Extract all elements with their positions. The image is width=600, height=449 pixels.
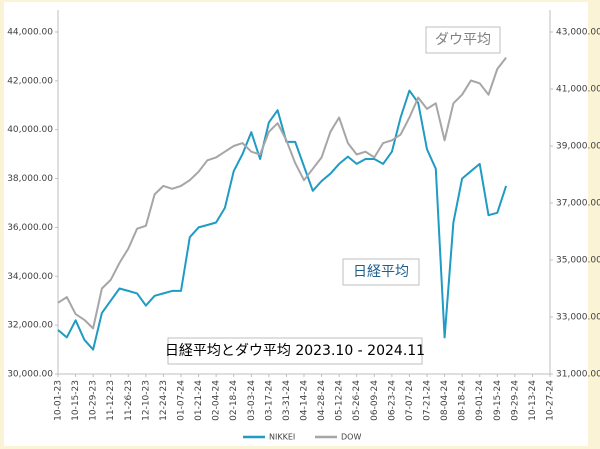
y-tick-label: 30,000.00 [7, 370, 53, 380]
x-tick-label: 10-01-23 [54, 380, 64, 421]
x-tick-label: 07-21-24 [423, 380, 433, 421]
x-tick-label: 10-27-24 [546, 380, 556, 421]
x-tick-label: 02-18-24 [229, 380, 239, 421]
x-tick-label: 04-14-24 [300, 380, 310, 421]
x-tick-label: 10-13-24 [528, 380, 538, 421]
x-tick-label: 11-26-23 [124, 380, 134, 421]
annotation: 日経平均 [353, 264, 409, 280]
y2-tick-label: 33,000.00 [556, 313, 600, 323]
chart-area [4, 2, 588, 446]
x-tick-label: 03-17-24 [264, 380, 274, 421]
y-tick-label: 34,000.00 [7, 272, 53, 282]
y2-tick-label: 41,000.00 [556, 85, 600, 95]
annotation-box [425, 26, 501, 54]
y2-tick-label: 39,000.00 [556, 142, 600, 152]
legend-label: DOW [341, 433, 361, 442]
line-0 [57, 89, 508, 351]
y-tick-label: 42,000.00 [7, 76, 53, 86]
legend-label: NIKKEI [269, 433, 295, 442]
y2-tick-label: 35,000.00 [556, 256, 600, 266]
x-tick-label: 05-12-24 [335, 380, 345, 421]
x-tick-label: 07-07-24 [405, 380, 415, 421]
x-tick-label: 12-24-23 [159, 380, 169, 421]
x-tick-label: 04-28-24 [317, 380, 327, 421]
y-tick-label: 32,000.00 [7, 321, 53, 331]
y-tick-label: 44,000.00 [7, 28, 53, 38]
x-tick-label: 03-03-24 [247, 380, 257, 421]
x-tick-label: 09-29-24 [510, 380, 520, 421]
annotation-box [342, 258, 420, 286]
y-tick-label: 40,000.00 [7, 125, 53, 135]
x-tick-label: 08-18-24 [458, 380, 468, 421]
y2-tick-label: 37,000.00 [556, 199, 600, 209]
annotation-box [167, 337, 423, 365]
x-tick-label: 03-31-24 [282, 380, 292, 421]
y-tick-label: 38,000.00 [7, 174, 53, 184]
x-tick-label: 06-23-24 [387, 380, 397, 421]
annotation: ダウ平均 [435, 32, 491, 48]
x-tick-label: 10-29-23 [89, 380, 99, 421]
x-tick-label: 11-12-23 [106, 380, 116, 421]
x-tick-label: 02-04-24 [212, 380, 222, 421]
x-tick-label: 09-15-24 [493, 380, 503, 421]
x-tick-label: 06-09-24 [370, 380, 380, 421]
annotation: 日経平均とダウ平均 2023.10 - 2024.11 [165, 343, 425, 359]
y2-tick-label: 31,000.00 [556, 370, 600, 380]
y-tick-label: 36,000.00 [7, 223, 53, 233]
x-tick-label: 10-15-23 [71, 380, 81, 421]
x-tick-label: 05-26-24 [352, 380, 362, 421]
x-tick-label: 01-21-24 [194, 380, 204, 421]
x-tick-label: 01-07-24 [177, 380, 187, 421]
x-tick-label: 12-10-23 [141, 380, 151, 421]
line-1 [57, 56, 507, 330]
y2-tick-label: 43,000.00 [556, 28, 600, 38]
x-tick-label: 09-01-24 [475, 380, 485, 421]
x-tick-label: 08-04-24 [440, 380, 450, 421]
